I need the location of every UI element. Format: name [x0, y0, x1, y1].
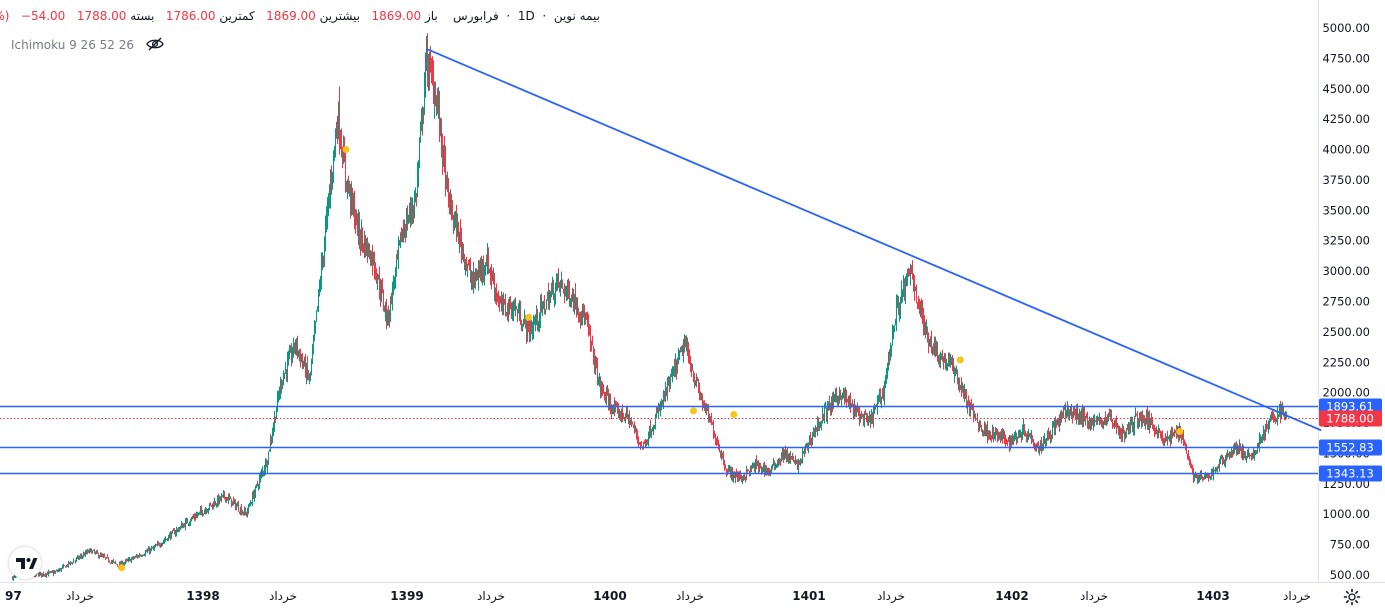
level-price-tag [1319, 465, 1382, 482]
y-tick-label: 5000.00 [1322, 21, 1370, 35]
y-tick-label: 1000.00 [1322, 507, 1370, 521]
x-tick-label: 1401 [792, 589, 825, 603]
trend-line[interactable] [425, 47, 1322, 432]
open-label: باز [424, 9, 438, 23]
x-tick-label: 1398 [186, 589, 219, 603]
x-tick-label: 1400 [593, 589, 626, 603]
event-marker[interactable] [690, 407, 698, 415]
event-marker[interactable] [342, 146, 350, 154]
x-tick-label: خرداد [877, 589, 905, 604]
level-price-label: 1552.83 [1326, 441, 1374, 455]
y-tick-label: 750.00 [1330, 538, 1370, 552]
y-tick-label: 4750.00 [1322, 51, 1370, 65]
y-tick-label: 3250.00 [1322, 234, 1370, 248]
y-tick-label: 4250.00 [1322, 112, 1370, 126]
close-label: بسته [130, 9, 155, 23]
change-value: −54.00 [20, 9, 66, 23]
level-price-tag [1319, 439, 1382, 456]
level-price-label: 1893.61 [1326, 400, 1374, 414]
y-tick-label: 2250.00 [1322, 355, 1370, 369]
y-tick-label: 2500.00 [1322, 325, 1370, 339]
y-tick-label: 3500.00 [1322, 203, 1370, 217]
x-tick-label: 1403 [1196, 589, 1229, 603]
x-tick-label: خرداد [676, 589, 704, 604]
indicator-legend[interactable]: Ichimoku 9 26 52 26 [11, 37, 164, 52]
eye-off-icon[interactable] [146, 37, 164, 51]
indicator-label: Ichimoku 9 26 52 26 [11, 38, 134, 52]
x-tick-label: خرداد [477, 589, 505, 604]
open-value: 1869.00 [371, 9, 422, 23]
y-tick-label: 2000.00 [1322, 386, 1370, 400]
low-value: 1786.00 [165, 9, 216, 23]
high-label: بیشترین [319, 9, 361, 23]
x-tick-label: 1402 [995, 589, 1028, 603]
event-marker[interactable] [1176, 428, 1184, 436]
tradingview-logo[interactable] [9, 547, 41, 579]
exchange-label: فرابورس [453, 9, 499, 23]
x-tick-label: خرداد [1080, 589, 1108, 604]
event-marker[interactable] [525, 313, 533, 321]
x-tick-label: 97 [5, 589, 22, 603]
x-tick-label: خرداد [1283, 589, 1311, 604]
level-price-label: 1343.13 [1326, 467, 1374, 481]
y-tick-label: 3000.00 [1322, 264, 1370, 278]
event-marker[interactable] [118, 564, 126, 572]
close-value: 1788.00 [76, 9, 127, 23]
tradingview-logo-icon [16, 558, 38, 569]
change-percent: (−2.93%) [0, 9, 10, 23]
x-tick-label: خرداد [66, 589, 94, 604]
event-marker[interactable] [730, 411, 738, 419]
y-tick-label: 2750.00 [1322, 295, 1370, 309]
y-tick-label: 4000.00 [1322, 143, 1370, 157]
x-tick-label: 1399 [390, 589, 423, 603]
y-tick-label: 3750.00 [1322, 173, 1370, 187]
last-price-label: 1788.00 [1326, 412, 1374, 426]
symbol-name[interactable]: بیمه نوین [553, 9, 600, 23]
settings-gear-icon[interactable] [1343, 588, 1361, 606]
event-marker[interactable] [956, 356, 964, 364]
legend-header: بیمه نوین · 1D · فرابورس باز 1869.00 بیش… [0, 9, 600, 27]
high-value: 1869.00 [266, 9, 316, 23]
interval-label[interactable]: 1D [517, 9, 535, 23]
last-price-tag [1319, 410, 1382, 427]
x-tick-label: خرداد [269, 589, 297, 604]
y-tick-label: 4500.00 [1322, 82, 1370, 96]
low-label: کمترین [219, 9, 255, 23]
y-tick-label: 500.00 [1330, 568, 1370, 582]
